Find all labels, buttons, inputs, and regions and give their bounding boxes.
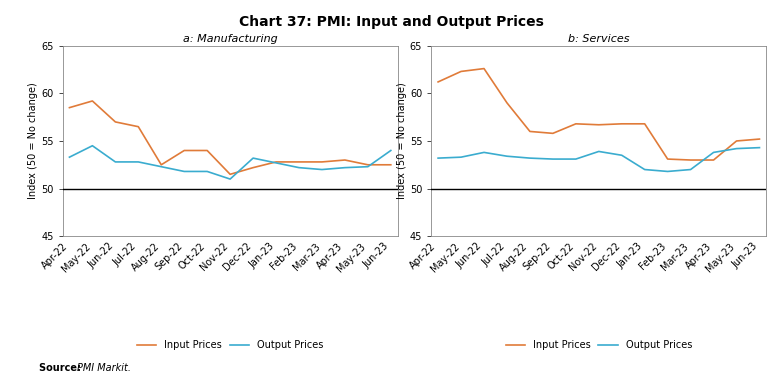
Output Prices — [571, 157, 580, 161]
Input Prices — [732, 139, 741, 143]
Input Prices — [617, 122, 626, 126]
Output Prices — [294, 165, 303, 170]
Input Prices — [479, 66, 489, 71]
Title: b: Services: b: Services — [568, 34, 630, 43]
Output Prices — [548, 157, 558, 161]
Input Prices — [249, 165, 258, 170]
Output Prices — [617, 153, 626, 157]
Input Prices — [640, 122, 649, 126]
Text: Source:: Source: — [39, 363, 84, 373]
Input Prices — [294, 160, 303, 164]
Output Prices — [433, 156, 443, 160]
Input Prices — [457, 69, 466, 74]
Output Prices — [363, 164, 372, 169]
Output Prices — [249, 156, 258, 160]
Output Prices — [88, 143, 97, 148]
Input Prices — [502, 101, 511, 105]
Legend: Input Prices, Output Prices: Input Prices, Output Prices — [137, 340, 323, 350]
Output Prices — [203, 169, 212, 174]
Input Prices — [526, 129, 535, 134]
Line: Output Prices: Output Prices — [70, 146, 391, 179]
Input Prices — [340, 158, 350, 162]
Output Prices — [708, 150, 718, 155]
Input Prices — [386, 162, 396, 167]
Title: a: Manufacturing: a: Manufacturing — [183, 34, 278, 43]
Input Prices — [594, 122, 604, 127]
Input Prices — [571, 122, 580, 126]
Output Prices — [156, 164, 166, 169]
Input Prices — [663, 157, 673, 161]
Text: PMI Markit.: PMI Markit. — [77, 363, 131, 373]
Y-axis label: Index (50 = No change): Index (50 = No change) — [397, 83, 407, 199]
Output Prices — [526, 156, 535, 160]
Text: Chart 37: PMI: Input and Output Prices: Chart 37: PMI: Input and Output Prices — [239, 15, 543, 29]
Input Prices — [111, 120, 120, 124]
Input Prices — [686, 158, 695, 162]
Output Prices — [271, 160, 281, 165]
Output Prices — [317, 167, 327, 172]
Output Prices — [111, 160, 120, 164]
Output Prices — [386, 148, 396, 153]
Output Prices — [663, 169, 673, 174]
Input Prices — [363, 162, 372, 167]
Output Prices — [640, 167, 649, 172]
Line: Input Prices: Input Prices — [70, 101, 391, 174]
Output Prices — [732, 146, 741, 151]
Output Prices — [755, 145, 764, 150]
Output Prices — [594, 149, 604, 154]
Input Prices — [271, 160, 281, 164]
Output Prices — [340, 165, 350, 170]
Input Prices — [156, 162, 166, 167]
Output Prices — [686, 167, 695, 172]
Input Prices — [225, 172, 235, 176]
Output Prices — [502, 154, 511, 158]
Input Prices — [708, 158, 718, 162]
Output Prices — [134, 160, 143, 164]
Line: Output Prices: Output Prices — [438, 147, 759, 171]
Input Prices — [134, 124, 143, 129]
Input Prices — [755, 137, 764, 141]
Y-axis label: Index (50 = No change): Index (50 = No change) — [28, 83, 38, 199]
Output Prices — [225, 177, 235, 181]
Output Prices — [180, 169, 189, 174]
Legend: Input Prices, Output Prices: Input Prices, Output Prices — [506, 340, 692, 350]
Input Prices — [433, 80, 443, 84]
Output Prices — [457, 155, 466, 159]
Input Prices — [548, 131, 558, 136]
Output Prices — [479, 150, 489, 155]
Line: Input Prices: Input Prices — [438, 69, 759, 160]
Input Prices — [203, 148, 212, 153]
Input Prices — [317, 160, 327, 164]
Input Prices — [65, 105, 74, 110]
Input Prices — [180, 148, 189, 153]
Input Prices — [88, 99, 97, 103]
Output Prices — [65, 155, 74, 159]
